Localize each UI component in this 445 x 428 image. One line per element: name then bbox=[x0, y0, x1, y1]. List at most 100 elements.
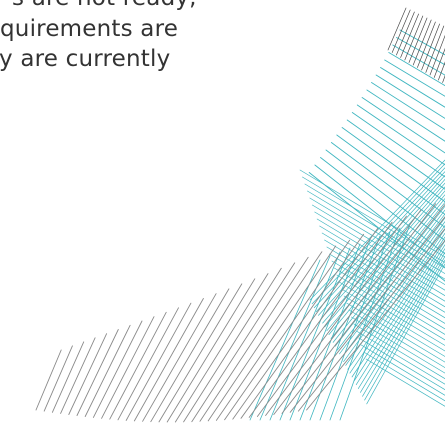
teal-stroke bbox=[331, 260, 445, 330]
teal-stroke bbox=[309, 159, 445, 301]
teal-stroke bbox=[302, 176, 445, 263]
gray-stroke bbox=[240, 227, 379, 419]
dark-stroke bbox=[433, 48, 445, 78]
dark-stroke bbox=[396, 11, 415, 56]
teal-stroke bbox=[326, 190, 445, 332]
teal-stroke bbox=[341, 127, 445, 203]
gray-stroke bbox=[84, 324, 131, 417]
teal-stroke bbox=[339, 223, 411, 421]
text-line-1: s are not ready, bbox=[12, 0, 197, 13]
teal-stroke bbox=[356, 104, 445, 166]
teal-stroke bbox=[269, 251, 341, 421]
teal-stroke bbox=[338, 281, 445, 346]
gray-stroke bbox=[232, 233, 365, 420]
gray-stroke bbox=[142, 293, 217, 422]
teal-stroke bbox=[320, 178, 445, 320]
text-line-2: quirements are bbox=[0, 16, 179, 42]
teal-stroke bbox=[360, 344, 445, 396]
teal-stroke bbox=[259, 255, 331, 421]
teal-stroke bbox=[307, 190, 445, 274]
gray-stroke bbox=[199, 256, 309, 422]
gray-stroke bbox=[256, 215, 407, 417]
teal-stroke bbox=[334, 205, 445, 347]
gray-stroke bbox=[191, 262, 296, 423]
gray-stroke bbox=[248, 221, 393, 418]
teal-stroke bbox=[322, 182, 445, 324]
teal-stroke bbox=[315, 171, 445, 312]
gray-stroke bbox=[109, 311, 167, 420]
dark-stroke bbox=[417, 21, 436, 68]
gray-stroke bbox=[68, 333, 108, 415]
gray-stroke bbox=[207, 251, 323, 422]
teal-stroke bbox=[324, 186, 445, 328]
gray-stroke bbox=[306, 239, 445, 411]
gray-stroke bbox=[297, 228, 445, 412]
teal-stroke bbox=[336, 209, 445, 351]
gray-stroke bbox=[76, 329, 119, 416]
teal-stroke bbox=[360, 252, 445, 393]
dark-stroke bbox=[391, 9, 411, 53]
dark-stroke bbox=[412, 19, 432, 66]
teal-stroke bbox=[333, 267, 445, 335]
teal-stroke bbox=[330, 142, 445, 228]
teal-stroke bbox=[349, 232, 445, 374]
gray-stroke bbox=[92, 320, 143, 418]
gray-stroke bbox=[281, 203, 445, 414]
teal-stroke bbox=[392, 44, 445, 76]
gray-stroke bbox=[224, 239, 351, 421]
gray-stroke bbox=[60, 337, 96, 414]
teal-stroke bbox=[336, 134, 445, 215]
gray-stroke bbox=[158, 283, 243, 423]
teal-stroke bbox=[319, 231, 391, 421]
teal-stroke bbox=[348, 309, 445, 368]
gray-stroke bbox=[166, 278, 256, 423]
teal-stroke bbox=[299, 169, 445, 258]
teal-stroke bbox=[321, 232, 445, 308]
teal-stroke bbox=[319, 225, 445, 302]
teal-stroke bbox=[358, 337, 445, 391]
teal-stroke bbox=[343, 295, 445, 357]
dark-stroke bbox=[387, 7, 407, 51]
teal-stroke bbox=[341, 217, 445, 359]
text-excerpt: s are not ready, quirements are y are cu… bbox=[0, 0, 260, 84]
teal-stroke bbox=[299, 239, 371, 421]
teal-stroke bbox=[353, 240, 445, 382]
teal-stroke bbox=[289, 243, 361, 421]
teal-stroke bbox=[351, 316, 445, 374]
dark-stroke bbox=[400, 13, 419, 58]
teal-stroke bbox=[356, 330, 445, 385]
teal-stroke bbox=[353, 323, 445, 380]
teal-stroke bbox=[361, 97, 445, 154]
gray-stroke bbox=[215, 245, 337, 421]
teal-stroke bbox=[318, 175, 445, 316]
teal-stroke bbox=[346, 119, 445, 190]
teal-stroke bbox=[365, 358, 445, 407]
teal-stroke bbox=[396, 37, 445, 66]
gray-stroke bbox=[174, 273, 269, 423]
gray-stroke bbox=[101, 316, 155, 419]
gray-stroke bbox=[35, 349, 62, 411]
dark-line-group bbox=[387, 7, 445, 83]
gray-stroke bbox=[183, 267, 282, 423]
teal-line-group bbox=[249, 29, 445, 421]
teal-stroke bbox=[332, 201, 445, 343]
teal-stroke bbox=[314, 164, 445, 268]
teal-stroke bbox=[380, 67, 445, 108]
gray-stroke bbox=[150, 288, 230, 423]
teal-stroke bbox=[309, 197, 445, 280]
gray-stroke bbox=[51, 341, 85, 413]
dark-stroke bbox=[421, 23, 440, 71]
teal-stroke bbox=[314, 211, 445, 291]
teal-stroke bbox=[363, 351, 445, 402]
teal-stroke bbox=[351, 236, 445, 378]
teal-stroke bbox=[346, 302, 445, 363]
gray-stroke bbox=[117, 307, 179, 421]
gray-stroke bbox=[133, 298, 204, 422]
gray-stroke bbox=[125, 302, 192, 421]
text-line-3: y are currently bbox=[0, 46, 171, 72]
teal-stroke bbox=[329, 227, 401, 421]
dark-stroke bbox=[425, 25, 445, 73]
gray-stroke bbox=[43, 345, 73, 412]
teal-stroke bbox=[384, 59, 445, 97]
